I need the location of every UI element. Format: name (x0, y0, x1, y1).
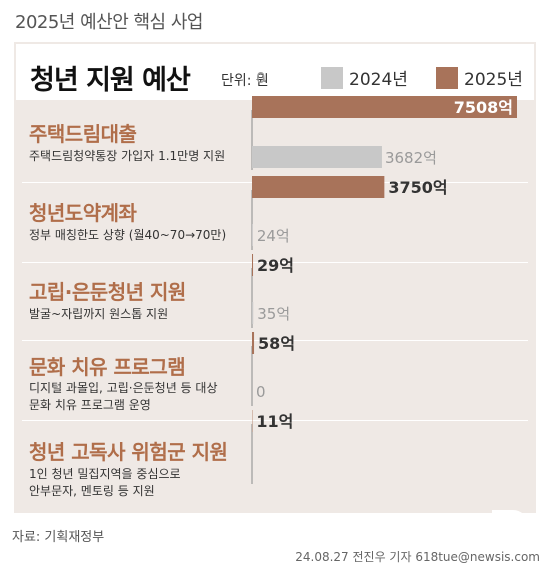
category-title-housing-loan: 주택드림대출 (29, 122, 137, 146)
category-title-lonely-death: 청년 고독사 위험군 지원 (29, 440, 228, 464)
bar-2024-leap-account (252, 146, 382, 168)
data-label-2024-leap-account: 3682억 (385, 149, 437, 167)
bar-2025-leap-account (252, 176, 385, 198)
legend-label-2024: 2024년 (349, 70, 408, 90)
data-label-2024-isolated-youth: 24억 (257, 227, 290, 245)
row-divider (22, 262, 528, 263)
unit-label: 단위: 원 (221, 73, 269, 89)
bar-2024-isolated-youth (252, 224, 253, 246)
category-title-leap-account: 청년도약계좌 (29, 201, 137, 225)
category-desc-lonely-death-line2: 안부문자, 멘토링 등 지원 (29, 484, 155, 498)
supertitle: 2025년 예산안 핵심 사업 (15, 12, 203, 33)
category-desc-isolated-youth: 발굴~자립까지 원스톱 지원 (29, 307, 169, 321)
legend-item-2025: 2025년 (436, 65, 523, 90)
data-label-2024-culture-healing: 35억 (257, 305, 290, 323)
newsis-logo-mark (492, 510, 528, 540)
legend-swatch-2024 (321, 66, 343, 89)
data-label-2025-lonely-death: 11억 (256, 412, 293, 431)
credit-line: 24.08.27 전진우 기자 618tue@newsis.com (295, 550, 540, 564)
bar-2025-housing-loan (252, 96, 517, 118)
category-desc-leap-account: 정부 매칭한도 상향 (월40~70→70만) (29, 228, 227, 242)
data-label-2025-housing-loan: 7508억 (454, 98, 513, 117)
legend-label-2025: 2025년 (464, 70, 523, 90)
bar-2025-culture-healing (252, 332, 255, 354)
panel-header: 청년 지원 예산 단위: 원 2024년 2025년 (14, 42, 536, 102)
chart-title: 청년 지원 예산 (30, 65, 191, 96)
legend-swatch-2025 (436, 66, 458, 89)
data-label-2024-housing-loan: 0 (256, 69, 266, 87)
bar-2025-isolated-youth (252, 254, 254, 276)
category-desc-culture-healing-line1: 디지털 과몰입, 고립·은둔청년 등 대상 (29, 381, 218, 395)
category-desc-culture-healing-line2: 문화 치유 프로그램 운영 (29, 398, 151, 412)
category-desc-lonely-death-line1: 1인 청년 밀집지역을 중심으로 (29, 467, 181, 481)
category-desc-housing-loan: 주택드림청약통장 가입자 1.1만명 지원 (29, 149, 226, 163)
source-note: 자료: 기획재정부 (12, 530, 105, 545)
data-label-2025-leap-account: 3750억 (388, 178, 447, 197)
legend-item-2024: 2024년 (321, 65, 408, 90)
data-label-2025-culture-healing: 58억 (258, 334, 295, 353)
data-label-2025-isolated-youth: 29억 (257, 256, 294, 275)
category-title-isolated-youth: 고립·은둔청년 지원 (29, 280, 186, 304)
row-divider (22, 420, 528, 421)
data-label-2024-lonely-death: 0 (256, 383, 266, 401)
chart-panel: 청년 지원 예산 단위: 원 2024년 2025년 주택드림대출 주택드림청약… (14, 42, 536, 513)
newsis-logo: 뉴시스 (378, 513, 459, 548)
category-title-culture-healing: 문화 치유 프로그램 (29, 355, 186, 379)
row-divider (22, 340, 528, 341)
bar-2024-culture-healing (252, 302, 254, 324)
